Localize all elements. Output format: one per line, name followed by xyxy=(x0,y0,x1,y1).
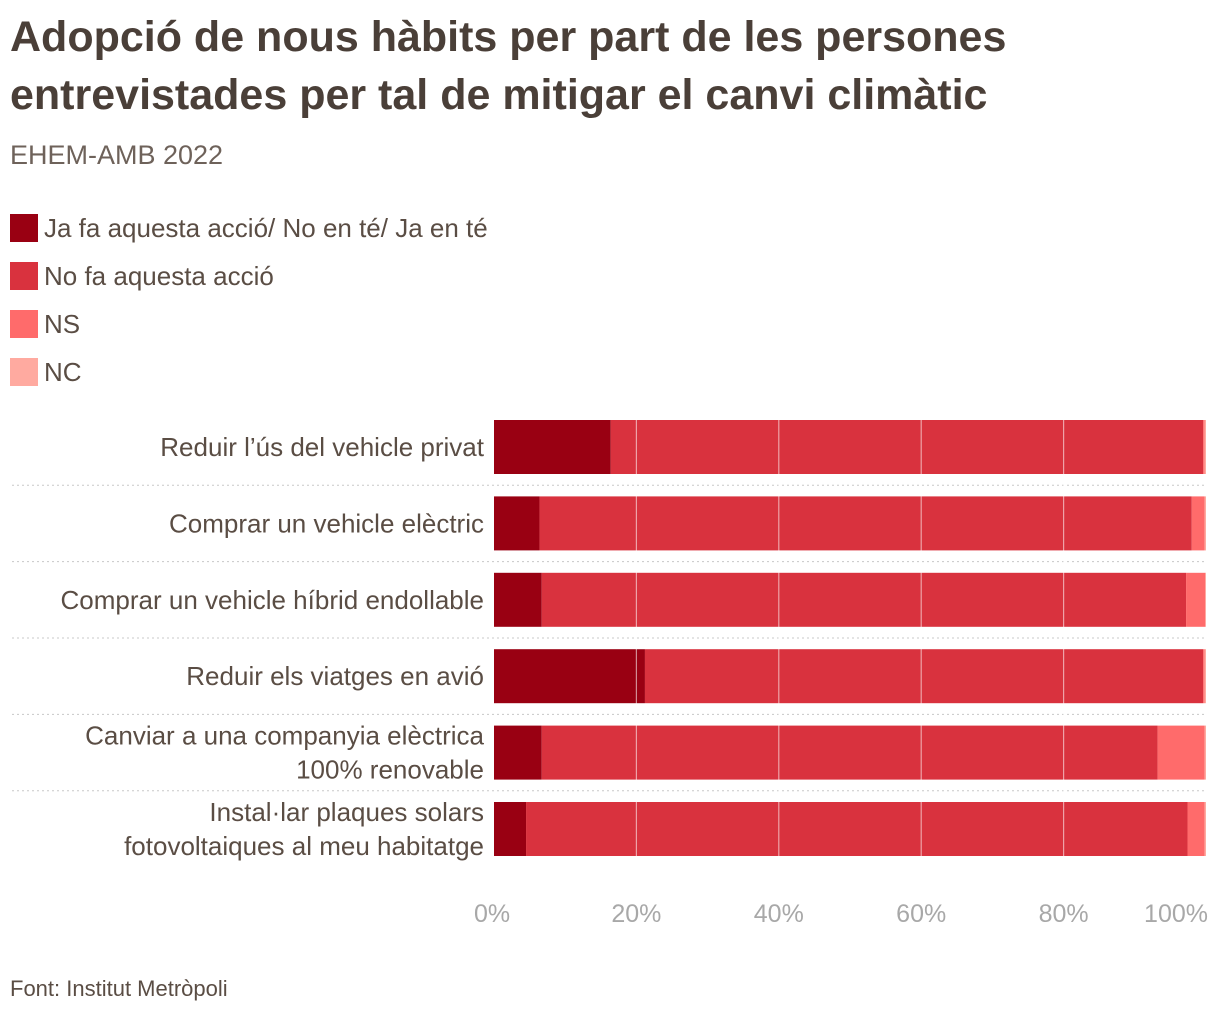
category-label: Comprar un vehicle elèctric xyxy=(169,508,484,538)
bar-segment xyxy=(1203,649,1205,704)
legend-item: No fa aquesta acció xyxy=(10,252,488,300)
bar-segment xyxy=(541,725,1158,780)
x-tick-label: 40% xyxy=(754,900,804,928)
x-tick-label: 0% xyxy=(474,900,510,928)
bar-segment xyxy=(1204,496,1206,551)
bar-segment xyxy=(1203,420,1205,474)
category-label: 100% renovable xyxy=(296,755,484,785)
legend-swatch xyxy=(10,310,38,338)
category-label: Comprar un vehicle híbrid endollable xyxy=(61,585,484,615)
category-label: Reduir els viatges en avió xyxy=(186,661,484,691)
bar-segment xyxy=(494,649,645,704)
bar-segment xyxy=(1191,496,1205,551)
x-tick-label: 80% xyxy=(1039,900,1089,928)
legend-swatch xyxy=(10,262,38,290)
category-label: Reduir l’ús del vehicle privat xyxy=(160,432,484,462)
bar-segment xyxy=(1186,572,1206,627)
bar-segment xyxy=(1205,572,1206,627)
source-note: Font: Institut Metròpoli xyxy=(10,976,228,1001)
bar-segment xyxy=(494,420,611,474)
legend-item: NS xyxy=(10,300,488,348)
chart-title: Adopció de nous hàbits per part de les p… xyxy=(10,13,1007,119)
legend-label: Ja fa aquesta acció/ No en té/ Ja en té xyxy=(44,212,488,243)
legend-item: Ja fa aquesta acció/ No en té/ Ja en té xyxy=(10,204,488,252)
legend-swatch xyxy=(10,214,38,242)
bar-segment xyxy=(494,572,542,627)
category-label: Instal·lar plaques solars xyxy=(209,797,484,827)
bar-segment xyxy=(494,802,527,856)
bar-segment xyxy=(494,496,540,551)
bar-segment xyxy=(1204,649,1206,704)
bar-segment xyxy=(1204,420,1206,474)
bar-segment xyxy=(494,725,542,780)
category-label: fotovoltaiques al meu habitatge xyxy=(124,831,484,861)
bar-segment xyxy=(539,496,1192,551)
legend-swatch xyxy=(10,358,38,386)
bar-segment xyxy=(1187,802,1205,856)
bar-segment xyxy=(541,572,1187,627)
legend-item: NC xyxy=(10,348,488,396)
x-tick-label: 60% xyxy=(896,900,946,928)
x-tick-label: 20% xyxy=(611,900,661,928)
bar-segment xyxy=(526,802,1188,856)
legend-label: NS xyxy=(44,308,81,339)
bar-segment xyxy=(644,649,1204,704)
bar-segment xyxy=(610,420,1204,474)
bar-segment xyxy=(1204,725,1206,780)
x-tick-label: 100% xyxy=(1144,900,1208,928)
category-label: Canviar a una companyia elèctrica xyxy=(85,721,484,751)
bar-segment xyxy=(1204,802,1206,856)
legend: Ja fa aquesta acció/ No en té/ Ja en té … xyxy=(10,204,488,396)
legend-label: NC xyxy=(44,356,82,387)
chart-subtitle: EHEM-AMB 2022 xyxy=(10,140,224,170)
bar-segment xyxy=(1157,725,1205,780)
legend-label: No fa aquesta acció xyxy=(44,260,274,291)
